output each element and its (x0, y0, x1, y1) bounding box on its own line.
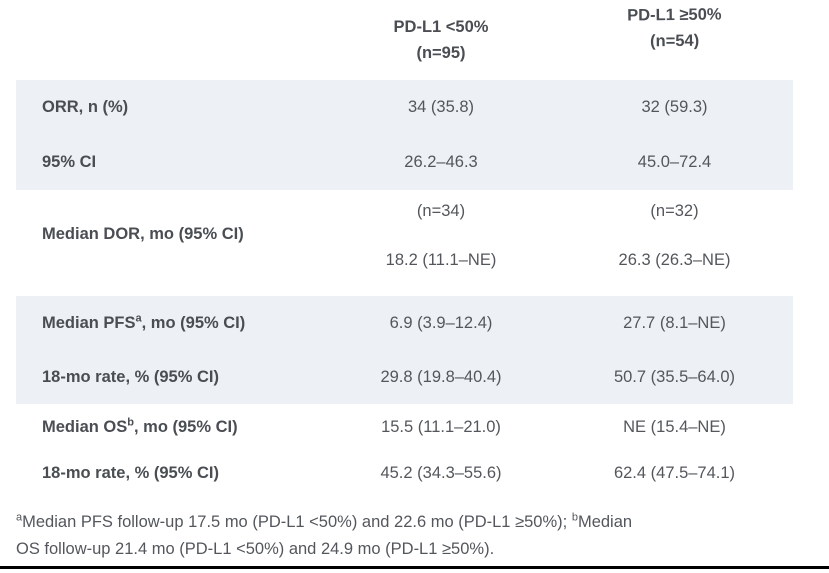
dor-n-ge50: (n=32) (650, 201, 699, 220)
header-pdl1-lt50-title: PD-L1 <50% (393, 18, 489, 36)
table-row-pfs-rate: 18-mo rate, % (95% CI) 29.8 (19.8–40.4) … (16, 350, 793, 404)
os-rate-value-lt50: 45.2 (34.3–55.6) (380, 463, 502, 482)
os-value-lt50: 15.5 (11.1–21.0) (381, 417, 501, 436)
table-row-orr-ci: 95% CI 26.2–46.3 45.0–72.4 (16, 135, 793, 190)
pfs-value-ge50: 27.7 (8.1–NE) (623, 313, 726, 332)
os-label-text: Median OS (42, 417, 128, 436)
header-pdl1-lt50-n: (n=95) (416, 44, 466, 62)
header-pdl1-lt50: PD-L1 <50% (n=95) (326, 0, 556, 80)
section-pfs: Median PFSa, mo (95% CI) 6.9 (3.9–12.4) … (16, 296, 793, 404)
pfs-superscript-a: a (135, 312, 142, 324)
os-rate-value-ge50: 62.4 (47.5–74.1) (613, 463, 736, 482)
row-label-os-rate: 18-mo rate, % (95% CI) (42, 463, 219, 482)
table-row-os: Median OSb, mo (95% CI) 15.5 (11.1–21.0)… (16, 404, 793, 450)
footnote: aMedian PFS follow-up 17.5 mo (PD-L1 <50… (16, 509, 816, 563)
header-pdl1-ge50-n: (n=54) (650, 31, 700, 51)
dor-cell-ge50: (n=32) 26.3 (26.3–NE) (556, 190, 793, 296)
footnote-sup-b: b (571, 511, 578, 524)
header-pdl1-ge50-title: PD-L1 ≥50% (627, 5, 722, 25)
row-label-pfs: Median PFSa, mo (95% CI) (16, 296, 326, 350)
header-row: PD-L1 <50% (n=95) PD-L1 ≥50% (n=54) (16, 0, 793, 80)
footnote-text-b: Median (577, 513, 633, 531)
table-row-pfs: Median PFSa, mo (95% CI) 6.9 (3.9–12.4) … (16, 296, 793, 350)
footnote-sup-a: a (16, 511, 23, 524)
pfs-label-text: Median PFS (42, 313, 136, 332)
pfs-rate-value-lt50: 29.8 (19.8–40.4) (380, 367, 502, 386)
bottom-border-rule (0, 566, 829, 569)
section-os: Median OSb, mo (95% CI) 15.5 (11.1–21.0)… (16, 404, 793, 496)
header-pdl1-ge50: PD-L1 ≥50% (n=54) (556, 0, 793, 80)
footnote-line-2: OS follow-up 21.4 mo (PD-L1 <50%) and 24… (16, 540, 495, 558)
orr-value-ge50: 32 (59.3) (641, 98, 708, 116)
os-value-ge50: NE (15.4–NE) (623, 417, 726, 436)
orr-ci-value-lt50: 26.2–46.3 (404, 153, 478, 171)
footnote-text-a: Median PFS follow-up 17.5 mo (PD-L1 <50%… (22, 513, 572, 531)
pfs-label-suffix: , mo (95% CI) (141, 313, 246, 332)
row-label-dor: Median DOR, mo (95% CI) (42, 224, 244, 243)
table-row-os-rate: 18-mo rate, % (95% CI) 45.2 (34.3–55.6) … (16, 450, 793, 496)
dor-value-lt50: 18.2 (11.1–NE) (385, 250, 497, 269)
orr-ci-value-ge50: 45.0–72.4 (637, 153, 712, 171)
row-label-orr: ORR, n (%) (42, 98, 129, 116)
row-label-orr-ci: 95% CI (42, 153, 97, 171)
efficacy-results-table: PD-L1 <50% (n=95) PD-L1 ≥50% (n=54) ORR,… (16, 0, 793, 496)
table-row-dor: Median DOR, mo (95% CI) (n=34) 18.2 (11.… (16, 190, 793, 296)
table-row-orr: ORR, n (%) 34 (35.8) 32 (59.3) (16, 80, 793, 135)
pfs-rate-value-ge50: 50.7 (35.5–64.0) (613, 367, 736, 386)
section-dor: Median DOR, mo (95% CI) (n=34) 18.2 (11.… (16, 190, 793, 296)
header-empty-cell (16, 0, 326, 80)
row-label-pfs-rate: 18-mo rate, % (95% CI) (42, 367, 219, 386)
dor-cell-lt50: (n=34) 18.2 (11.1–NE) (326, 190, 556, 296)
row-label-os: Median OSb, mo (95% CI) (16, 404, 326, 450)
os-label-suffix: , mo (95% CI) (134, 417, 238, 436)
pfs-value-lt50: 6.9 (3.9–12.4) (389, 313, 493, 332)
orr-value-lt50: 34 (35.8) (407, 98, 475, 116)
dor-value-ge50: 26.3 (26.3–NE) (618, 250, 731, 269)
os-superscript-b: b (127, 416, 134, 428)
dor-n-lt50: (n=34) (416, 201, 466, 220)
table-header: PD-L1 <50% (n=95) PD-L1 ≥50% (n=54) (16, 0, 793, 80)
section-orr: ORR, n (%) 34 (35.8) 32 (59.3) 95% CI 26… (16, 80, 793, 190)
footnote-line-1: aMedian PFS follow-up 17.5 mo (PD-L1 <50… (16, 509, 816, 536)
